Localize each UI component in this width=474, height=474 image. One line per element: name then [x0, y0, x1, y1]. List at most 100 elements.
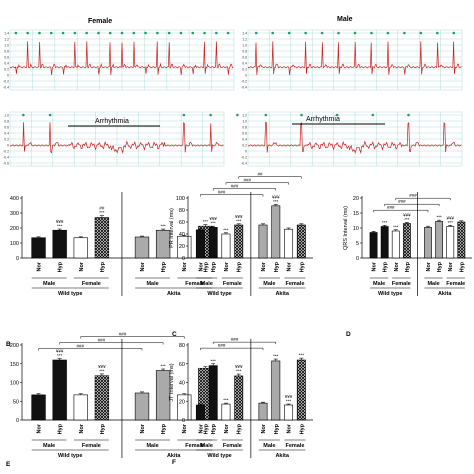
- beat-marker: [108, 31, 112, 35]
- sex-label: Female: [285, 443, 304, 449]
- beat-marker: [132, 31, 136, 35]
- bar: [296, 224, 306, 259]
- ecg-tick-label: 1.4: [4, 32, 9, 36]
- bar: [52, 229, 67, 259]
- ecg-trace: [247, 121, 462, 154]
- category-label: Nor: [448, 261, 454, 271]
- category-label: Hyp: [437, 261, 443, 272]
- panel-label: E: [6, 461, 11, 468]
- bar: [258, 402, 268, 421]
- sex-label: Male: [263, 281, 275, 287]
- significance-stars: ***: [273, 354, 279, 359]
- beat-marker: [370, 31, 373, 35]
- beat-marker: [85, 31, 88, 35]
- strain-label: Akita: [438, 291, 452, 297]
- y-tick-label: 15: [353, 211, 359, 217]
- significance-stars: ***: [236, 369, 242, 374]
- ecg-tick-label: -0.4: [3, 86, 9, 90]
- sex-label: Female: [82, 281, 101, 287]
- strain-label: Wild type: [207, 291, 231, 297]
- beat-marker: [254, 31, 258, 35]
- bar: [52, 359, 67, 421]
- significance-stars: ***: [236, 218, 242, 223]
- bracket-label: ###: [231, 184, 239, 189]
- significance-stars: ***: [57, 353, 63, 358]
- comparison-bracket: [384, 203, 440, 207]
- significance-symbols: ¥¥¥: [98, 364, 106, 369]
- ecg-tick-label: -0.2: [3, 150, 9, 154]
- ecg-tick-label: 1.0: [4, 114, 9, 118]
- category-label: Hyp: [237, 423, 243, 434]
- significance-stars: ***: [160, 224, 166, 229]
- category-label: Hyp: [299, 261, 305, 272]
- bar: [208, 227, 218, 259]
- ecg-tick-label: -0.2: [241, 80, 247, 84]
- ecg-tick-label: 0.4: [4, 132, 9, 136]
- category-label: Hyp: [58, 423, 64, 434]
- sex-label: Male: [146, 281, 158, 287]
- category-label: Nor: [287, 423, 293, 433]
- beat-markers: [264, 113, 410, 117]
- significance-stars: ***: [436, 215, 442, 220]
- beat-marker: [61, 31, 65, 35]
- comparison-bracket: [395, 197, 451, 201]
- bar: [221, 403, 231, 421]
- category-label: Nor: [261, 423, 267, 433]
- sex-label: Male: [201, 443, 213, 449]
- significance-symbols: ¥¥¥: [272, 195, 280, 200]
- y-tick-label: 200: [10, 226, 19, 232]
- significance-stars: ***: [393, 224, 399, 229]
- bar: [73, 394, 88, 421]
- significance-stars: ***: [286, 399, 292, 404]
- significance-symbols: ¥¥¥: [56, 219, 64, 224]
- ecg-tick-label: 0.6: [242, 132, 247, 136]
- beat-marker: [203, 31, 206, 35]
- y-tick-label: 100: [176, 196, 185, 202]
- y-axis-label: PR Interval (ms): [169, 208, 175, 248]
- significance-stars: ***: [160, 364, 166, 369]
- beat-marker: [403, 31, 406, 35]
- ecg-axis-ticks: 1.0 0.8 0.6 0.4 0.2 0 -0.2 -0.4 -0.6: [3, 114, 9, 166]
- bar: [134, 236, 150, 259]
- beat-marker: [73, 31, 77, 35]
- y-tick-label: 0: [182, 418, 185, 424]
- comparison-bracket: [80, 336, 185, 339]
- bar: [195, 229, 205, 259]
- significance-symbols: ¥¥¥: [56, 349, 64, 354]
- category-label: Hyp: [100, 261, 106, 272]
- panel-label: D: [346, 331, 351, 338]
- significance-stars: ***: [203, 219, 209, 224]
- category-label: Nor: [224, 423, 230, 433]
- ecg-tick-label: 0.2: [242, 68, 247, 72]
- beat-marker: [156, 31, 159, 35]
- y-axis-label: JT Interval (ms): [169, 363, 175, 401]
- beat-marker: [304, 31, 307, 35]
- beat-marker: [22, 113, 25, 117]
- significance-symbols: ##: [99, 206, 105, 211]
- significance-stars: ***: [99, 210, 105, 215]
- strain-label: Akita: [167, 453, 181, 459]
- strain-label: Wild type: [58, 453, 82, 459]
- ecg-tick-label: 0.2: [4, 138, 9, 142]
- significance-stars: ***: [57, 224, 63, 229]
- sex-label: Female: [82, 443, 101, 449]
- y-tick-label: 100: [10, 241, 19, 247]
- ecg-tick-label: 0.6: [242, 56, 247, 60]
- significance-symbols: ¥¥¥: [285, 394, 293, 399]
- bar: [258, 224, 268, 259]
- bracket-label: ###: [409, 193, 417, 198]
- y-tick-label: 150: [10, 362, 19, 368]
- beat-marker: [144, 31, 147, 35]
- beat-marker: [386, 31, 390, 35]
- category-label: Hyp: [274, 423, 280, 434]
- bar: [134, 392, 150, 421]
- sex-label: Female: [223, 281, 242, 287]
- y-tick-label: 20: [353, 196, 359, 202]
- strain-label: Wild type: [378, 291, 402, 297]
- ecg-tick-label: 0: [245, 74, 247, 78]
- sex-label: Female: [446, 281, 465, 287]
- beat-marker: [14, 31, 18, 35]
- beat-marker: [419, 31, 423, 35]
- beat-marker: [236, 113, 239, 117]
